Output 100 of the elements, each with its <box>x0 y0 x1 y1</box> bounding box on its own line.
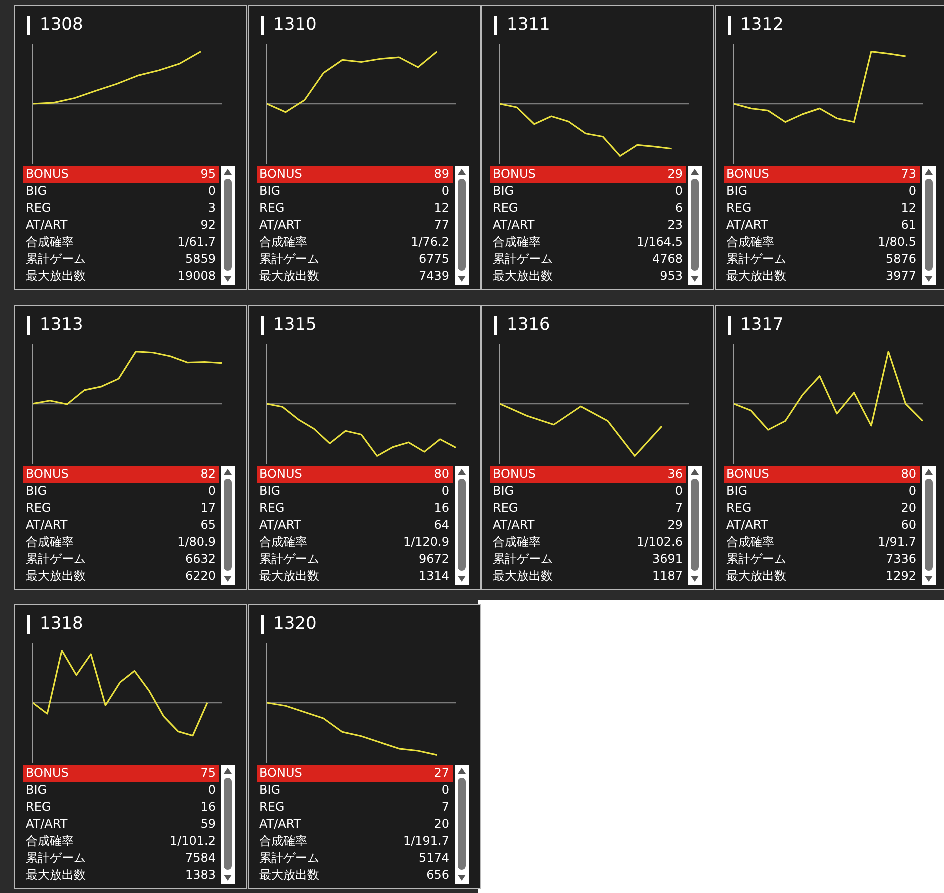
text: REG <box>493 200 518 217</box>
text: 19008 <box>178 268 216 285</box>
text: 1292 <box>886 568 916 584</box>
text: 0 <box>675 183 683 200</box>
chart-title: 1310 <box>274 15 317 35</box>
text: 最大放出数 <box>260 268 320 285</box>
text: 29 <box>668 166 683 183</box>
text: 7336 <box>886 550 916 568</box>
text: 合成確率 <box>260 234 308 251</box>
text: 9672 <box>418 550 450 568</box>
text: 656 <box>426 867 450 884</box>
text: 1/164.5 <box>636 234 683 251</box>
text: BONUS <box>26 166 69 183</box>
text: AT/ART <box>26 516 68 534</box>
text: 1/80.5 <box>878 234 916 251</box>
text: 82 <box>200 466 216 482</box>
text: 最大放出数 <box>26 568 86 584</box>
chart-title: 1320 <box>274 614 317 634</box>
text: 1187 <box>652 568 683 584</box>
text: AT/ART <box>26 816 68 833</box>
text: BONUS <box>493 466 536 482</box>
text: 合成確率 <box>493 234 541 251</box>
text: 6632 <box>185 550 216 568</box>
text: 5174 <box>418 850 450 867</box>
text: 1/120.9 <box>403 534 450 550</box>
text: 3977 <box>886 268 916 285</box>
text: BONUS <box>726 466 770 482</box>
text: 累計ゲーム <box>260 550 320 568</box>
text: 累計ゲーム <box>26 251 86 268</box>
text: 953 <box>660 268 683 285</box>
text: 7439 <box>418 268 450 285</box>
text: 17 <box>200 500 216 516</box>
text: 累計ゲーム <box>493 251 553 268</box>
text: REG <box>726 200 752 217</box>
chart-title: 1315 <box>274 314 317 334</box>
text: BONUS <box>26 466 69 482</box>
text: AT/ART <box>726 516 768 534</box>
text: BIG <box>260 183 281 200</box>
text: REG <box>260 799 285 816</box>
chart-title: 1311 <box>507 15 550 35</box>
text: AT/ART <box>26 217 68 234</box>
text: 3 <box>208 200 216 217</box>
text: 合成確率 <box>726 234 774 251</box>
text: REG <box>260 200 285 217</box>
text: 累計ゲーム <box>26 850 86 867</box>
text: 0 <box>442 183 450 200</box>
text: BONUS <box>260 166 302 183</box>
text: 0 <box>208 482 216 500</box>
text: 1/101.2 <box>170 833 216 850</box>
text: 12 <box>434 200 450 217</box>
text: BIG <box>26 183 48 200</box>
text: 1/102.6 <box>636 534 683 550</box>
text: 20 <box>901 500 916 516</box>
text: 1/61.7 <box>178 234 216 251</box>
text: 12 <box>901 200 916 217</box>
chart-title: 1316 <box>507 314 550 334</box>
chart-title: 1312 <box>740 15 784 35</box>
text: AT/ART <box>260 816 302 833</box>
text: 59 <box>200 816 216 833</box>
text: AT/ART <box>260 516 302 534</box>
text: 最大放出数 <box>260 568 320 584</box>
text: 累計ゲーム <box>260 850 320 867</box>
text: 5876 <box>886 251 916 268</box>
text: 16 <box>434 500 450 516</box>
text: 0 <box>208 183 216 200</box>
text: 1/76.2 <box>411 234 450 251</box>
text: 合成確率 <box>26 234 74 251</box>
text: BIG <box>493 482 514 500</box>
text: 80 <box>434 466 450 482</box>
text: 合成確率 <box>26 534 74 550</box>
text: 65 <box>200 516 216 534</box>
text: BONUS <box>260 765 302 782</box>
text: REG <box>26 200 52 217</box>
text: REG <box>26 799 52 816</box>
text: 最大放出数 <box>493 268 553 285</box>
chart-title: 1313 <box>40 314 84 334</box>
text: BIG <box>726 183 748 200</box>
text: 0 <box>675 482 683 500</box>
text: 6220 <box>185 568 216 584</box>
text: 最大放出数 <box>26 268 86 285</box>
text: 0 <box>908 183 916 200</box>
text: REG <box>260 500 285 516</box>
text: REG <box>493 500 518 516</box>
text: 1/191.7 <box>403 833 450 850</box>
text: 0 <box>442 482 450 500</box>
text: 6775 <box>418 251 450 268</box>
text: REG <box>726 500 752 516</box>
text: 29 <box>668 516 683 534</box>
text: 23 <box>668 217 683 234</box>
text: 27 <box>434 765 450 782</box>
text: AT/ART <box>493 516 535 534</box>
text: 合成確率 <box>726 534 774 550</box>
text: 60 <box>901 516 916 534</box>
text: 5859 <box>185 251 216 268</box>
text: 6 <box>675 200 683 217</box>
text: BIG <box>260 782 281 799</box>
text: 0 <box>208 782 216 799</box>
text: 最大放出数 <box>726 268 786 285</box>
text: 16 <box>200 799 216 816</box>
text: BONUS <box>726 166 770 183</box>
